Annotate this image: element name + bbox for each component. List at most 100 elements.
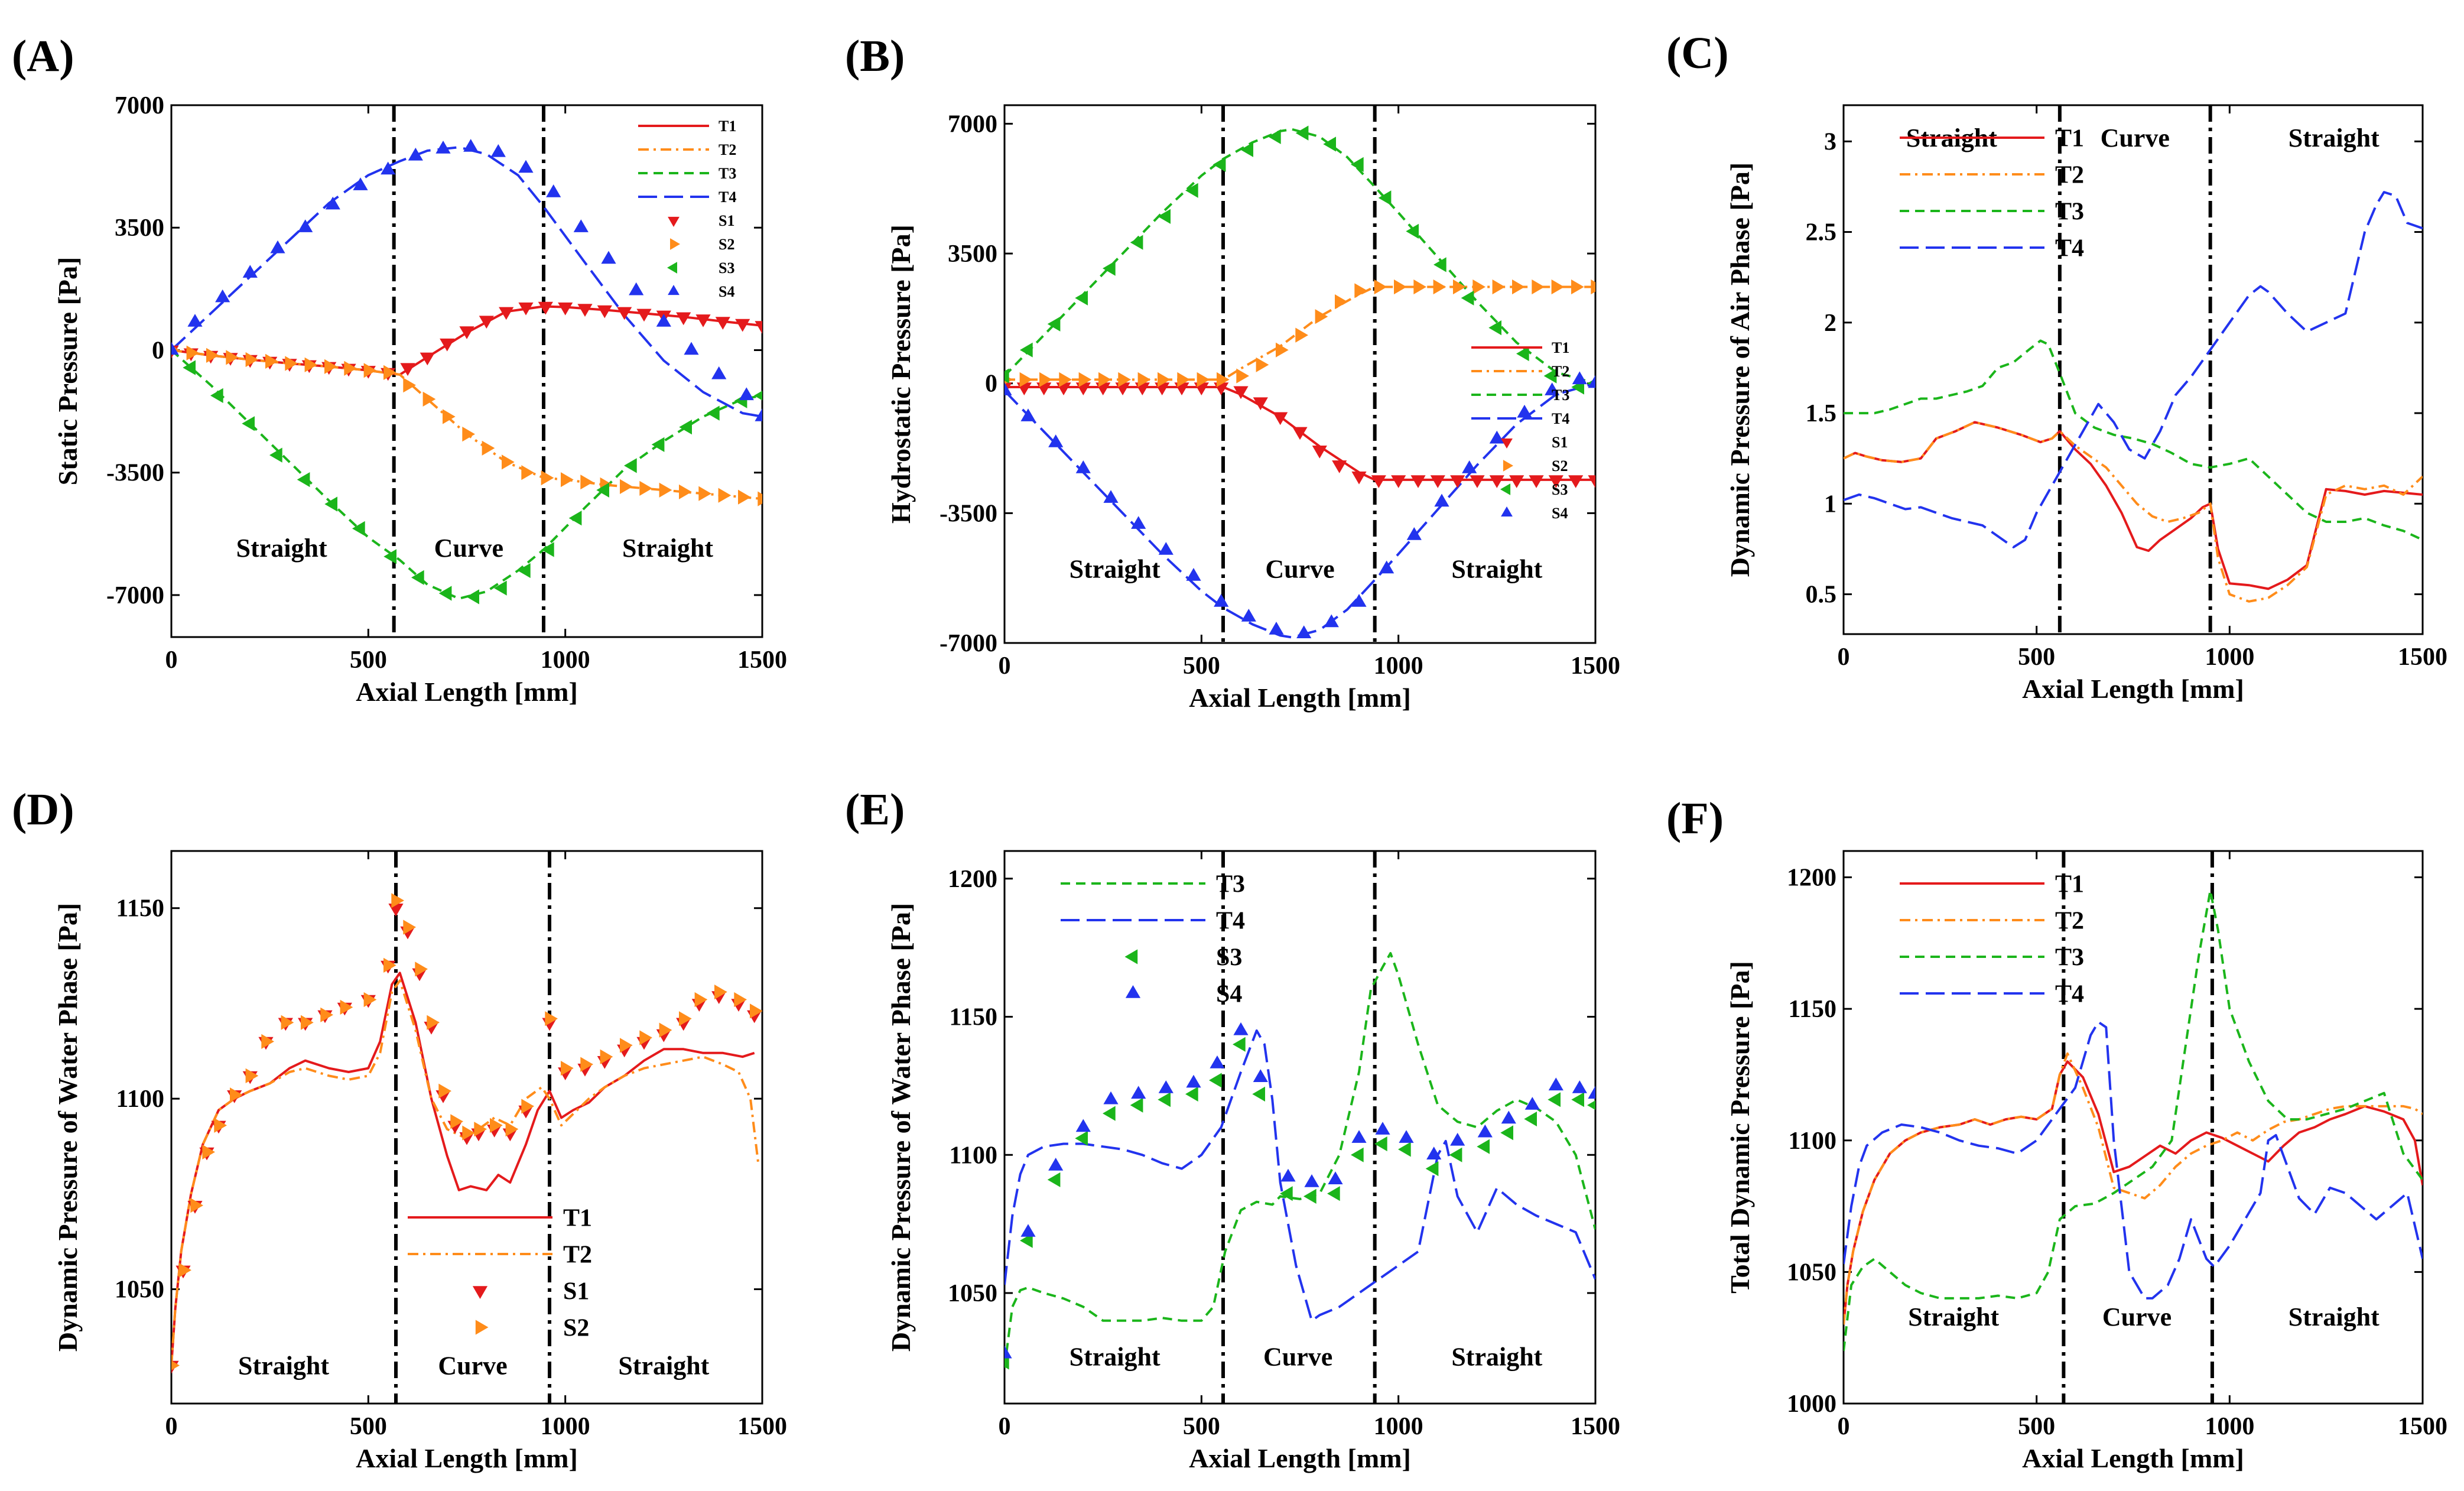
region-label: Curve [1263, 1343, 1332, 1372]
x-tick-label: 500 [2018, 644, 2055, 671]
legend-swatch-s1 [472, 1286, 488, 1299]
marker-s2 [750, 1003, 762, 1019]
marker-s3 [1005, 368, 1009, 384]
legend-swatch-s4 [668, 285, 680, 295]
marker-s2 [580, 1057, 593, 1072]
marker-s2 [1019, 372, 1033, 387]
marker-s2 [1078, 372, 1092, 387]
marker-s3 [466, 589, 479, 605]
legend: T1 T2 S1 S2 [408, 1205, 592, 1342]
y-tick-label: -7000 [106, 582, 164, 609]
marker-s2 [186, 345, 200, 360]
marker-s2 [443, 409, 456, 424]
marker-s4 [1450, 1132, 1465, 1146]
legend: T1 T2 T3 T4 S1 S2 S3 S4 [1471, 339, 1569, 522]
plot-frame [170, 850, 763, 1405]
marker-s4 [1296, 625, 1312, 638]
marker-s3 [1240, 142, 1253, 157]
marker-s4 [1572, 371, 1587, 385]
marker-s2 [202, 1144, 215, 1159]
panel-label: (E) [845, 785, 905, 834]
y-tick-label: 1050 [115, 1276, 164, 1304]
marker-s4 [187, 314, 203, 327]
marker-s2 [462, 1125, 475, 1141]
y-axis-title: Dynamic Pressure of Water Phase [Pa] [53, 903, 83, 1352]
marker-s4 [1214, 594, 1229, 607]
marker-s3 [1047, 316, 1061, 332]
marker-s2 [694, 992, 708, 1008]
region-label: Straight [1908, 1302, 1999, 1331]
marker-s2 [639, 1030, 652, 1045]
marker-s1 [459, 326, 474, 339]
marker-s3 [383, 549, 396, 564]
legend-swatch-s1 [1501, 438, 1513, 449]
marker-s3 [1020, 1233, 1033, 1248]
marker-s1 [1273, 412, 1288, 425]
series-line-t1 [171, 305, 762, 376]
x-axis-title: Axial Length [mm] [356, 677, 578, 707]
marker-s1 [388, 904, 404, 917]
marker-s1 [1194, 382, 1209, 395]
marker-s1 [695, 314, 711, 327]
chart-panel-c: (C) 0.5 1 1.5 2 2.5 3 0 500 1000 1500 Axial Length … [1666, 28, 2447, 704]
marker-s3 [1233, 1037, 1246, 1052]
region-label: Curve [434, 534, 503, 563]
marker-s4 [1020, 408, 1036, 421]
marker-s3 [1268, 129, 1281, 144]
marker-s3 [1158, 1092, 1171, 1107]
marker-s3 [1158, 209, 1171, 224]
marker-s3 [1351, 1147, 1364, 1162]
chart-panel-d: (D) 1050 1100 1150 0 500 1000 1500 Axial Length … [12, 785, 787, 1473]
legend-label: T3 [1552, 386, 1569, 404]
y-tick-label: 1100 [1788, 1128, 1836, 1155]
region-label: Straight [1451, 554, 1542, 583]
series-line-t3 [1005, 128, 1595, 385]
y-axis-title: Total Dynamic Pressure [Pa] [1725, 961, 1755, 1294]
marker-s4 [1131, 1086, 1146, 1099]
marker-s4 [1280, 1168, 1296, 1182]
marker-s2 [301, 1015, 314, 1030]
legend-label: T2 [719, 141, 736, 158]
marker-s4 [1548, 1077, 1563, 1091]
marker-s2 [1472, 279, 1485, 295]
marker-s2 [1551, 279, 1565, 295]
marker-s4 [1233, 1022, 1249, 1035]
marker-s2 [415, 961, 428, 977]
marker-s4 [1103, 490, 1119, 503]
marker-s2 [521, 465, 534, 480]
marker-s1 [1391, 475, 1406, 488]
legend-swatch-s2 [1503, 460, 1513, 472]
marker-s1 [1509, 475, 1524, 488]
marker-s2 [190, 1198, 203, 1213]
marker-s4 [1186, 1074, 1201, 1088]
x-tick-label: 500 [350, 647, 387, 674]
marker-s4 [1517, 404, 1532, 418]
marker-s4 [1462, 460, 1477, 473]
marker-s4 [1477, 1124, 1493, 1138]
marker-s1 [518, 302, 534, 316]
marker-s2 [363, 363, 377, 378]
marker-s4 [518, 160, 534, 173]
marker-s4 [353, 177, 368, 190]
marker-s4 [1399, 1130, 1414, 1143]
y-axis-title: Dynamic Pressure of Water Phase [Pa] [886, 903, 916, 1352]
marker-s2 [1591, 279, 1595, 295]
marker-s4 [298, 219, 313, 232]
marker-s2 [450, 1114, 463, 1129]
marker-s2 [265, 353, 278, 369]
marker-s1 [1115, 382, 1130, 395]
series-line-t2 [1844, 421, 2423, 603]
marker-s3 [269, 447, 282, 463]
marker-s4 [1048, 1158, 1064, 1171]
marker-s1 [1410, 475, 1426, 488]
marker-s2 [214, 1118, 227, 1133]
marker-s3 [1020, 342, 1033, 358]
marker-s2 [734, 992, 747, 1008]
legend: T1 T2 T3 T4 [1900, 125, 2084, 262]
marker-s4 [684, 342, 699, 355]
marker-s4 [629, 282, 644, 295]
marker-s2 [561, 1061, 574, 1076]
marker-s3 [1327, 1186, 1340, 1201]
x-tick-label: 1500 [737, 647, 787, 674]
